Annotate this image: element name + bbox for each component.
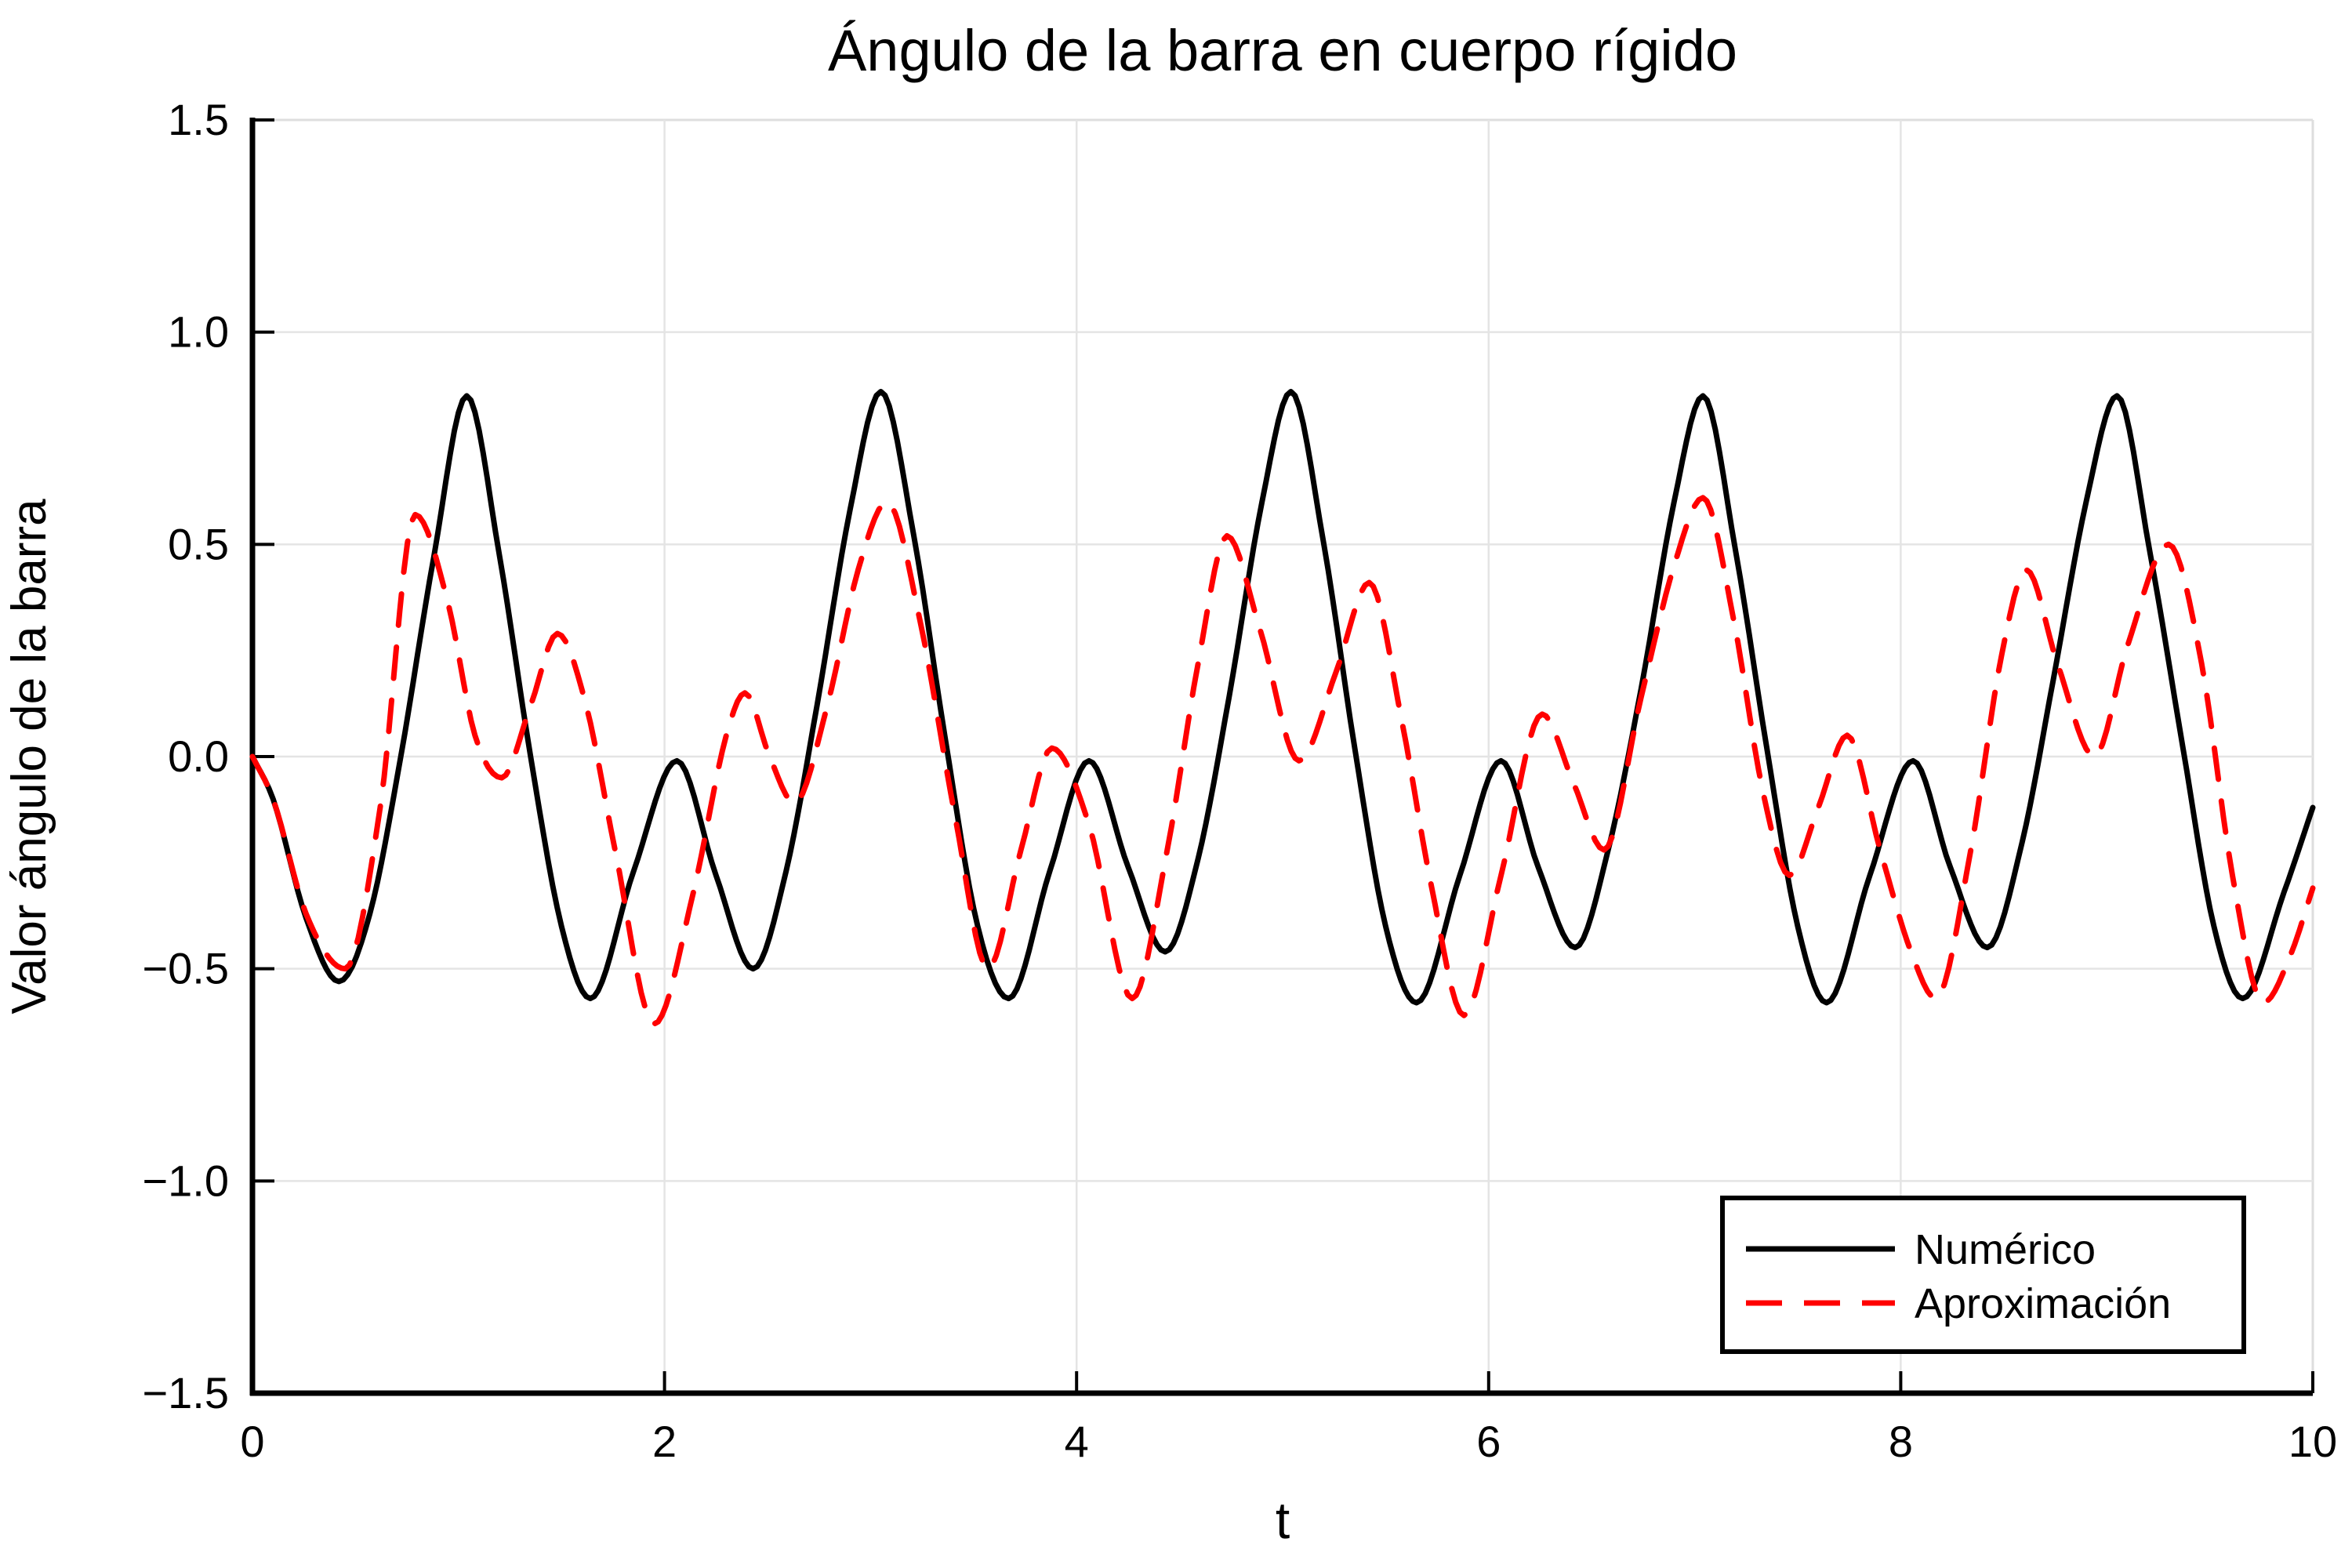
y-tick-label: 1.5 <box>168 95 229 144</box>
x-axis-label: t <box>1276 1491 1290 1549</box>
y-axis-label: Valor ángulo de la barra <box>2 499 56 1014</box>
y-tick-label: 0.0 <box>168 731 229 781</box>
gridlines <box>252 120 2313 1393</box>
legend-label-aproximacion: Aproximación <box>1915 1280 2171 1327</box>
legend-box <box>1720 1196 2246 1354</box>
legend-label-numerico: Numérico <box>1915 1226 2096 1273</box>
tick-labels: 0 2 4 6 8 10 −1.5 −1.0 −0.5 0.0 0.5 1.0 1.5 <box>142 95 2337 1466</box>
legend-item-numerico: Numérico <box>1746 1226 2096 1273</box>
x-tick-label: 2 <box>652 1417 677 1466</box>
x-tick-label: 4 <box>1065 1417 1089 1466</box>
tick-marks <box>251 118 2314 1395</box>
x-tick-label: 6 <box>1476 1417 1501 1466</box>
x-tick-label: 0 <box>240 1417 264 1466</box>
y-tick-label: 1.0 <box>168 307 229 357</box>
series-line-numerico <box>249 389 2316 1006</box>
x-tick-label: 10 <box>2288 1417 2337 1466</box>
y-tick-label: −1.5 <box>142 1368 229 1417</box>
legend: Numérico Aproximación <box>1720 1196 2246 1354</box>
chart-title: Ángulo de la barra en cuerpo rígido <box>828 18 1737 83</box>
x-tick-label: 8 <box>1889 1417 1913 1466</box>
y-tick-label: 0.5 <box>168 519 229 568</box>
y-tick-label: −0.5 <box>142 944 229 993</box>
legend-item-aproximacion: Aproximación <box>1746 1280 2171 1327</box>
y-tick-label: −1.0 <box>142 1156 229 1205</box>
series-line-aproximacion <box>249 495 2316 1027</box>
data-series <box>249 389 2316 1027</box>
